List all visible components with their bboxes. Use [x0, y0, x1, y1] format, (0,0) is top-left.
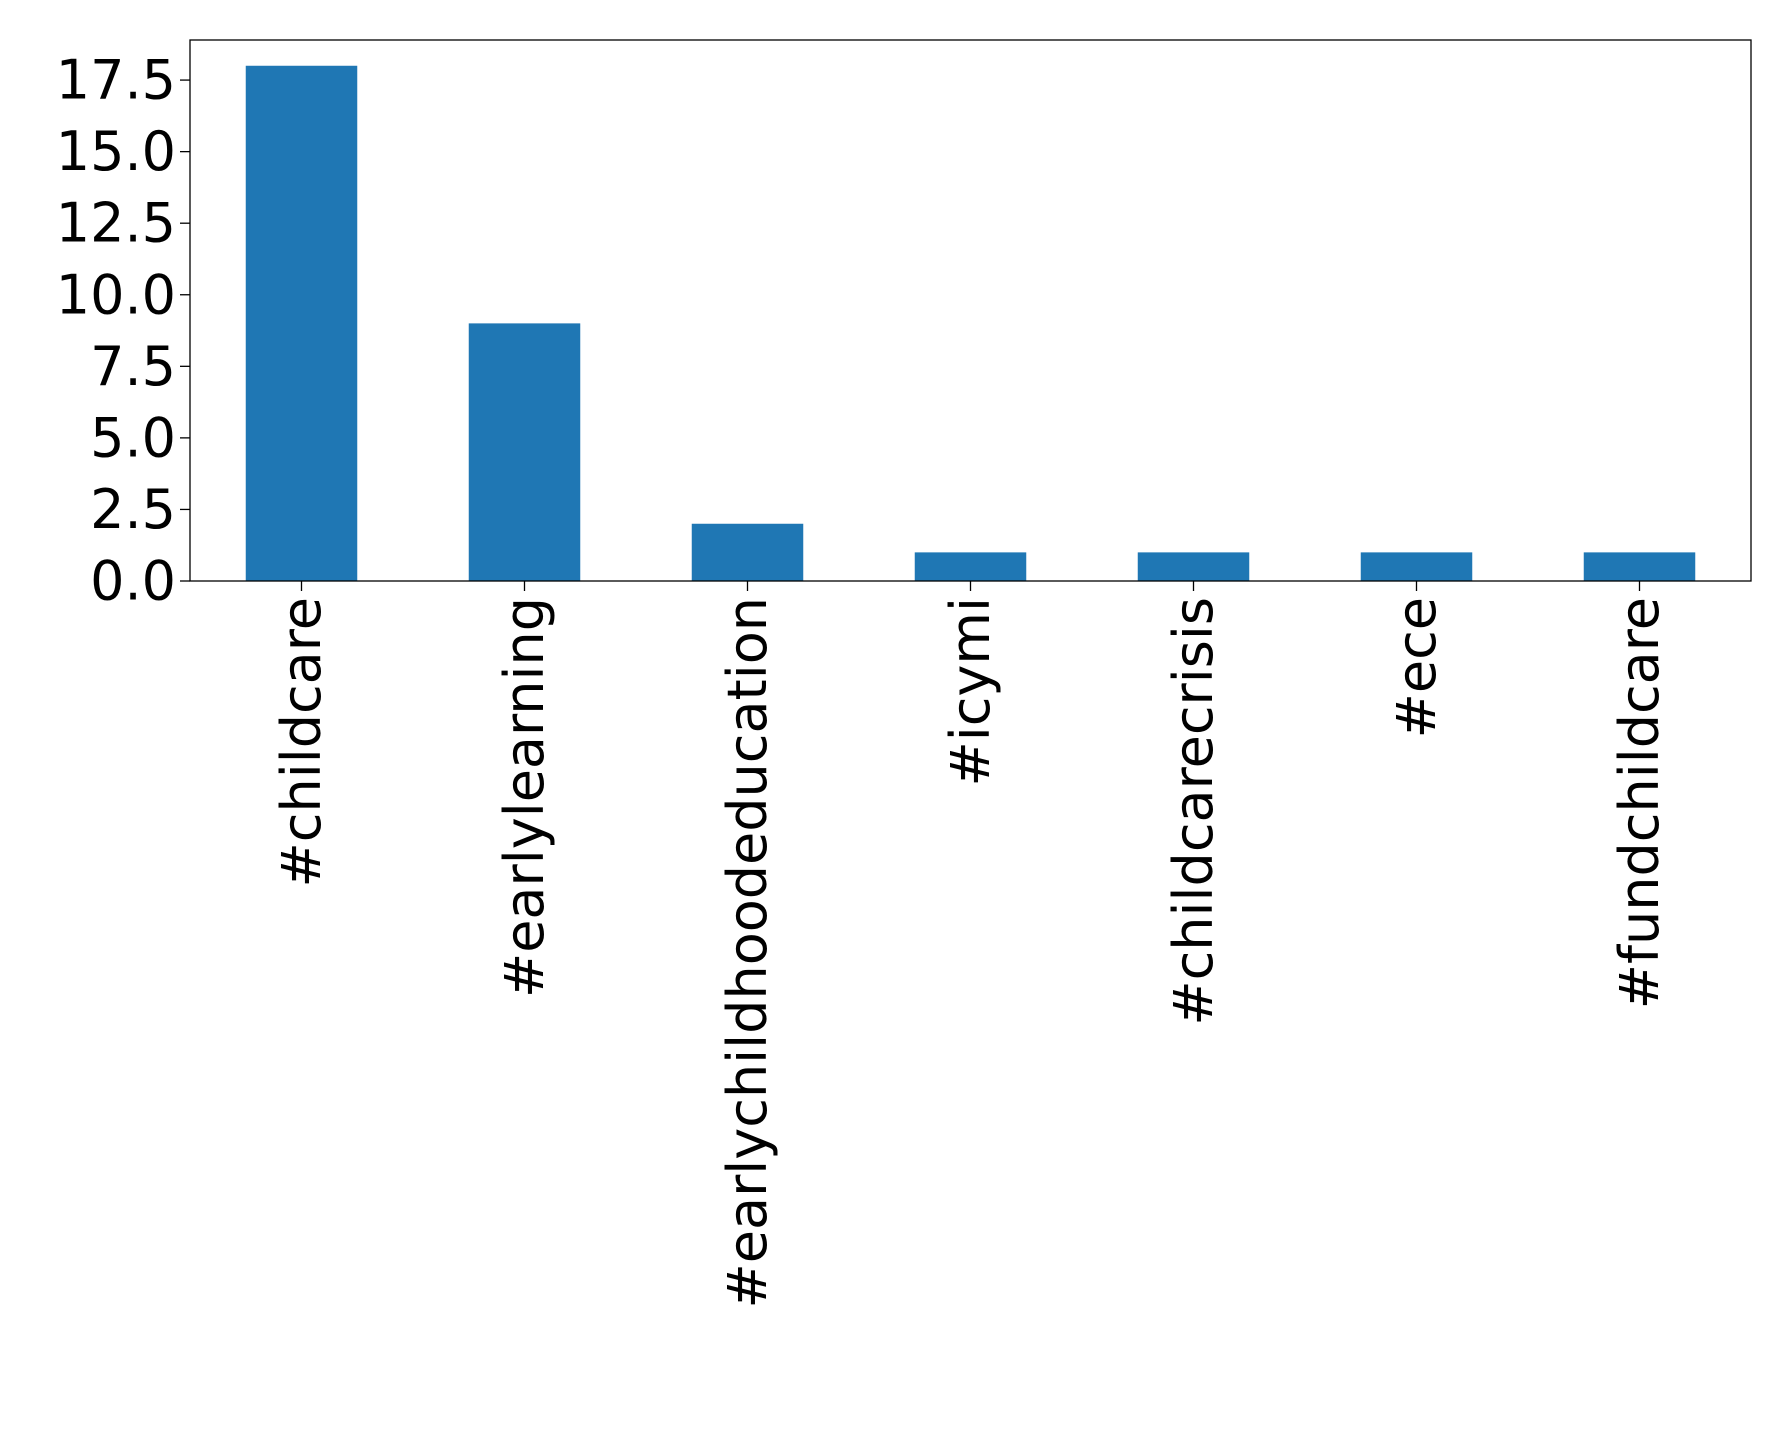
y-tick-label: 10.0: [56, 263, 176, 326]
bar-fundchildcare: [1583, 552, 1696, 581]
x-tick-label: #icymi: [939, 597, 1002, 787]
x-tick-label: #childcarecrisis: [1162, 597, 1225, 1026]
bar-earlychildhoodeducation: [691, 523, 804, 581]
x-tick-label: #fundchildcare: [1608, 597, 1671, 1009]
x-tick-label: #ece: [1385, 597, 1448, 738]
y-axis: 0.0 2.5 5.0 7.5 10.0 12.5 15.0 17.5: [56, 49, 190, 613]
bar-ece: [1360, 552, 1473, 581]
x-tick-label: #earlylearning: [493, 597, 556, 998]
x-axis: #childcare #earlylearning #earlychildhoode…: [270, 581, 1671, 1308]
y-tick-label: 2.5: [90, 478, 176, 541]
y-tick-label: 0.0: [90, 550, 176, 613]
y-tick-label: 12.5: [56, 192, 176, 255]
plot-frame: [189, 39, 1752, 582]
bar-childcare: [245, 65, 358, 581]
bar-earlylearning: [468, 323, 581, 581]
y-tick-label: 17.5: [56, 49, 176, 112]
y-tick-label: 5.0: [90, 406, 176, 469]
x-tick-label: #childcare: [270, 597, 333, 887]
x-tick-label: #earlychildhoodeducation: [716, 597, 779, 1308]
bars-group: [245, 65, 1696, 581]
bar-icymi: [914, 552, 1027, 581]
y-tick-label: 7.5: [90, 335, 176, 398]
y-tick-label: 15.0: [56, 120, 176, 183]
bar-childcarecrisis: [1137, 552, 1250, 581]
